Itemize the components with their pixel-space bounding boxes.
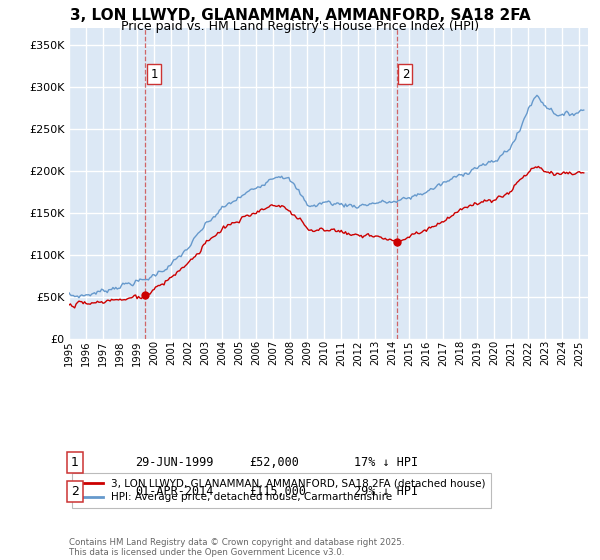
Text: 2: 2 <box>71 485 79 498</box>
Text: 29% ↓ HPI: 29% ↓ HPI <box>354 485 418 498</box>
Text: £52,000: £52,000 <box>249 455 299 469</box>
Legend: 3, LON LLWYD, GLANAMMAN, AMMANFORD, SA18 2FA (detached house), HPI: Average pric: 3, LON LLWYD, GLANAMMAN, AMMANFORD, SA18… <box>71 473 491 507</box>
Text: Contains HM Land Registry data © Crown copyright and database right 2025.
This d: Contains HM Land Registry data © Crown c… <box>69 538 404 557</box>
Text: Price paid vs. HM Land Registry's House Price Index (HPI): Price paid vs. HM Land Registry's House … <box>121 20 479 32</box>
Text: 29-JUN-1999: 29-JUN-1999 <box>135 455 214 469</box>
Text: £115,000: £115,000 <box>249 485 306 498</box>
Text: 01-APR-2014: 01-APR-2014 <box>135 485 214 498</box>
Text: 17% ↓ HPI: 17% ↓ HPI <box>354 455 418 469</box>
Text: 1: 1 <box>151 68 158 81</box>
Text: 2: 2 <box>401 68 409 81</box>
Text: 3, LON LLWYD, GLANAMMAN, AMMANFORD, SA18 2FA: 3, LON LLWYD, GLANAMMAN, AMMANFORD, SA18… <box>70 8 530 24</box>
Text: 1: 1 <box>71 455 79 469</box>
